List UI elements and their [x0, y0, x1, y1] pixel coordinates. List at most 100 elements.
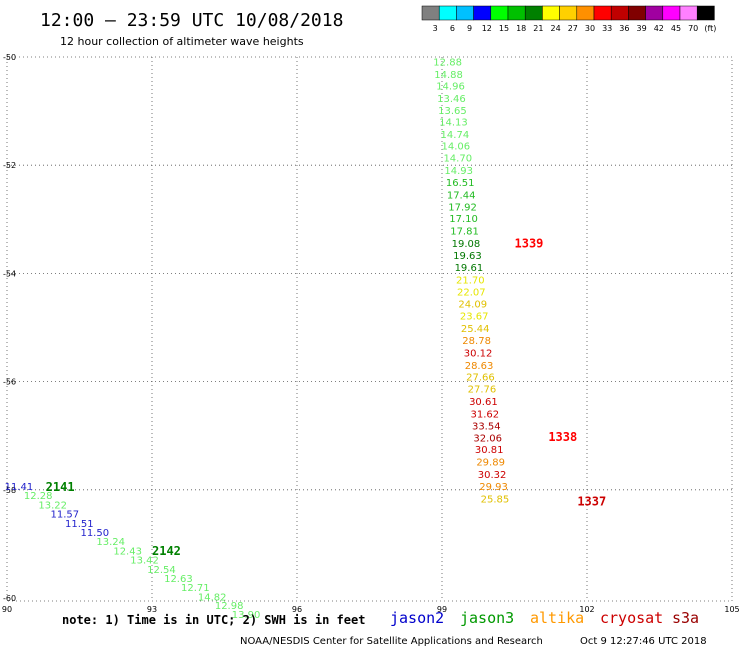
wave-height-label: 13.22: [38, 500, 67, 511]
scale-label: 3: [433, 24, 438, 33]
lat-tick-label: -58: [3, 486, 16, 495]
scale-swatch: [473, 5, 492, 21]
scale-swatch: [507, 5, 526, 21]
wave-height-label: 12.88: [433, 57, 462, 68]
scale-label: 18: [516, 24, 526, 33]
lat-tick-label: -50: [3, 53, 16, 62]
altimeter-track: 11.4112.2813.2211.5711.5111.5013.2412.43…: [5, 480, 261, 621]
wave-height-label: 28.63: [465, 361, 494, 372]
wave-height-label: 24.09: [458, 300, 487, 311]
altimeter-track: 1338: [548, 430, 577, 444]
scale-swatch: [490, 5, 509, 21]
lat-tick-label: -60: [3, 594, 16, 603]
wave-height-label: 11.57: [51, 510, 80, 521]
scale-swatch: [421, 5, 440, 21]
wave-height-label: 12.98: [215, 601, 244, 612]
page-subtitle: 12 hour collection of altimeter wave hei…: [60, 35, 304, 48]
wave-height-label: 12.43: [113, 546, 142, 557]
lat-tick-label: -56: [3, 378, 16, 387]
satellite-legend-item: jason3: [460, 609, 514, 627]
wave-height-label: 14.96: [436, 82, 465, 93]
wave-height-label: 32.06: [473, 433, 502, 444]
scale-label: 12: [482, 24, 492, 33]
scale-label: 6: [450, 24, 455, 33]
wave-height-label: 25.44: [461, 324, 490, 335]
satellite-legend-item: s3a: [672, 609, 699, 627]
wave-height-label: 33.54: [472, 421, 501, 432]
lon-tick-label: 90: [2, 605, 12, 614]
scale-swatch: [645, 5, 664, 21]
wave-height-label: 14.88: [434, 70, 463, 81]
wave-height-label: 17.92: [448, 202, 477, 213]
wave-height-label: 25.85: [481, 494, 510, 505]
lat-tick-label: -54: [3, 269, 16, 278]
scale-label: (ft): [704, 24, 716, 33]
scale-swatch: [610, 5, 629, 21]
wave-height-label: 21.70: [456, 275, 485, 286]
wave-height-label: 13.24: [96, 537, 125, 548]
lon-tick-label: 99: [437, 605, 447, 614]
wave-height-label: 30.81: [475, 445, 504, 456]
scale-label: 70: [688, 24, 698, 33]
wave-height-label: 13.65: [438, 106, 467, 117]
color-scale-legend: 3 6 9 12 15 18 21 24 27 30 33 36 39 42 45 70 (ft): [421, 5, 716, 33]
wave-height-label: 29.89: [476, 458, 505, 469]
satellite-legend-item: altika: [530, 609, 584, 627]
scale-swatch: [576, 5, 595, 21]
footer-credit: NOAA/NESDIS Center for Satellite Applica…: [240, 636, 543, 647]
scale-label: 21: [533, 24, 543, 33]
wave-height-label: 14.74: [441, 130, 470, 141]
wave-height-label: 11.41: [5, 482, 34, 493]
scale-label: 9: [467, 24, 472, 33]
wave-height-label: 12.71: [181, 583, 210, 594]
altimeter-track: 2142: [152, 544, 181, 558]
wave-height-label: 14.13: [439, 117, 468, 128]
scale-swatch: [628, 5, 646, 21]
pass-number-label: 2142: [152, 544, 181, 558]
axis-labels: 90 93 96 99 102 105 -50 -52 -54 -56 -58 -60: [2, 53, 740, 614]
wave-height-label: 29.93: [479, 482, 508, 493]
wave-height-label: 22.07: [457, 287, 486, 298]
pass-number-label: 2141: [46, 480, 75, 494]
scale-label: 45: [671, 24, 681, 33]
scale-label: 39: [637, 24, 647, 33]
wave-height-label: 17.10: [449, 214, 478, 225]
footer-timestamp: Oct 9 12:27:46 UTC 2018: [580, 636, 707, 647]
scale-swatch: [559, 5, 578, 21]
wave-height-label: 27.66: [466, 373, 495, 384]
wave-height-label: 30.61: [469, 397, 498, 408]
wave-height-label: 14.70: [443, 154, 472, 165]
wave-height-label: 13.90: [232, 610, 261, 621]
satellite-legend-item: cryosat: [600, 609, 663, 627]
wave-height-label: 12.63: [164, 574, 193, 585]
scale-label: 30: [585, 24, 595, 33]
scale-swatch: [524, 5, 543, 21]
wave-height-label: 19.08: [452, 239, 481, 250]
scale-swatch: [593, 5, 612, 21]
wave-height-label: 14.82: [198, 592, 227, 603]
scale-swatch: [662, 5, 681, 21]
scale-label: 27: [568, 24, 578, 33]
wave-height-label: 28.78: [462, 336, 491, 347]
wave-height-label: 23.67: [460, 312, 489, 323]
footer-note: note: 1) Time is in UTC; 2) SWH is in fe…: [62, 613, 365, 627]
wave-height-label: 14.06: [442, 142, 471, 153]
wave-height-label: 19.61: [455, 263, 484, 274]
wave-height-label: 12.54: [147, 565, 176, 576]
scale-swatch: [696, 5, 715, 21]
map-frame: [6, 56, 733, 602]
scale-swatch: [438, 5, 457, 21]
wave-height-label: 11.51: [65, 519, 94, 530]
wave-height-label: 13.42: [130, 556, 159, 567]
altimeter-track: 1337: [577, 495, 606, 509]
wave-height-label: 19.63: [453, 251, 482, 262]
pass-number-label: 1337: [577, 495, 606, 509]
scale-swatch: [542, 5, 560, 21]
lon-tick-label: 105: [724, 605, 739, 614]
lon-tick-label: 93: [147, 605, 157, 614]
wave-height-label: 30.12: [464, 348, 493, 359]
scale-label: 33: [602, 24, 612, 33]
wave-height-label: 17.44: [447, 190, 476, 201]
map-graticule: [7, 57, 732, 601]
